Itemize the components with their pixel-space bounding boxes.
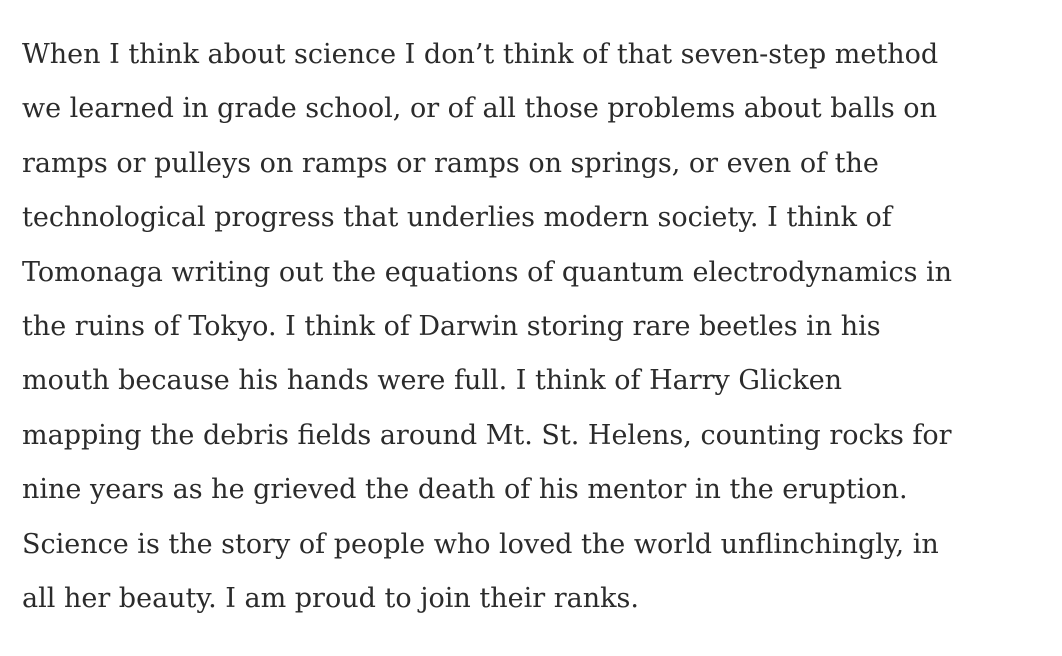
paragraph-line-8: mapping the debris fields around Mt. St.…: [22, 419, 952, 451]
paragraph-line-5: Tomonaga writing out the equations of qu…: [22, 256, 953, 288]
paragraph-line-9: nine years as he grieved the death of hi…: [22, 474, 908, 506]
paragraph-line-2: we learned in grade school, or of all th…: [22, 93, 937, 125]
paragraph-line-1: When I think about science I don’t think…: [22, 39, 939, 70]
paragraph-line-7: mouth because his hands were full. I thi…: [22, 365, 843, 397]
paragraph-line-11: all her beauty. I am proud to join their…: [22, 582, 639, 614]
paragraph-line-4: technological progress that underlies mo…: [22, 202, 892, 234]
paragraph-line-10: Science is the story of people who loved…: [22, 528, 939, 560]
paragraph-line-3: ramps or pulleys on ramps or ramps on sp…: [22, 147, 879, 179]
essay-paragraph: When I think about science I don’t think…: [22, 28, 1042, 626]
paragraph-line-6: the ruins of Tokyo. I think of Darwin st…: [22, 310, 881, 342]
